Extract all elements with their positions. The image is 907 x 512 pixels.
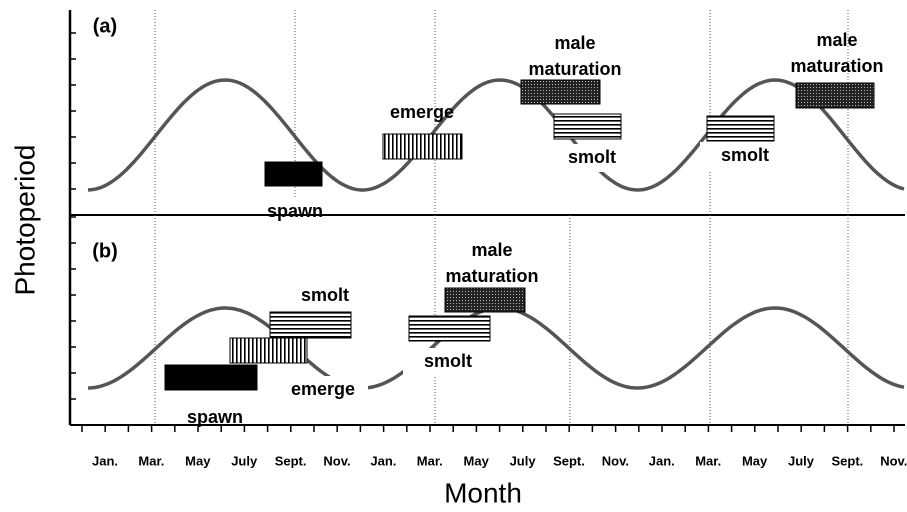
month-label: Jan.: [649, 453, 675, 468]
event-bar: [408, 315, 491, 342]
month-label: May: [185, 453, 211, 468]
month-label: Mar.: [695, 453, 721, 468]
event-label: maturation: [445, 266, 538, 286]
event-label: spawn: [267, 201, 323, 221]
label-background: [547, 144, 637, 172]
event-bar: [795, 82, 875, 109]
label-background: [700, 142, 790, 170]
label-background: [278, 376, 368, 404]
event-label: emerge: [390, 102, 454, 122]
event-bar: [269, 311, 352, 339]
event-bar: [264, 161, 323, 187]
event-label: smolt: [721, 145, 769, 165]
event-label: male: [816, 30, 857, 50]
month-label: July: [788, 453, 815, 468]
event-bar: [382, 133, 463, 160]
event-label: maturation: [790, 56, 883, 76]
month-label: Nov.: [323, 453, 350, 468]
event-label: smolt: [301, 285, 349, 305]
event-label: smolt: [424, 351, 472, 371]
event-label: male: [554, 33, 595, 53]
label-background: [403, 348, 493, 376]
month-label: Mar.: [138, 453, 164, 468]
event-label: spawn: [187, 407, 243, 427]
y-axis-label: Photoperiod: [9, 144, 40, 295]
event-label: emerge: [291, 379, 355, 399]
event-bar: [229, 337, 308, 364]
event-label: maturation: [528, 59, 621, 79]
month-label: Nov.: [880, 453, 907, 468]
event-bar: [553, 113, 622, 140]
label-background: [250, 198, 340, 226]
event-bar: [164, 364, 258, 391]
event-label: male: [471, 240, 512, 260]
panel-label: (b): [92, 240, 118, 262]
month-label: May: [742, 453, 768, 468]
event-bar: [520, 79, 601, 105]
month-label: Nov.: [602, 453, 629, 468]
month-label: Mar.: [417, 453, 443, 468]
month-label: Sept.: [553, 453, 585, 468]
panel-label: (a): [93, 15, 117, 37]
month-label: Sept.: [832, 453, 864, 468]
month-label: May: [464, 453, 490, 468]
x-axis-label: Month: [444, 477, 522, 508]
month-label: July: [231, 453, 258, 468]
month-label: Jan.: [92, 453, 118, 468]
event-bar: [706, 115, 775, 142]
month-label: July: [510, 453, 537, 468]
photoperiod-curve: [87, 78, 905, 192]
event-label: smolt: [568, 147, 616, 167]
month-label: Jan.: [370, 453, 396, 468]
event-bar: [444, 287, 526, 313]
month-label: Sept.: [275, 453, 307, 468]
